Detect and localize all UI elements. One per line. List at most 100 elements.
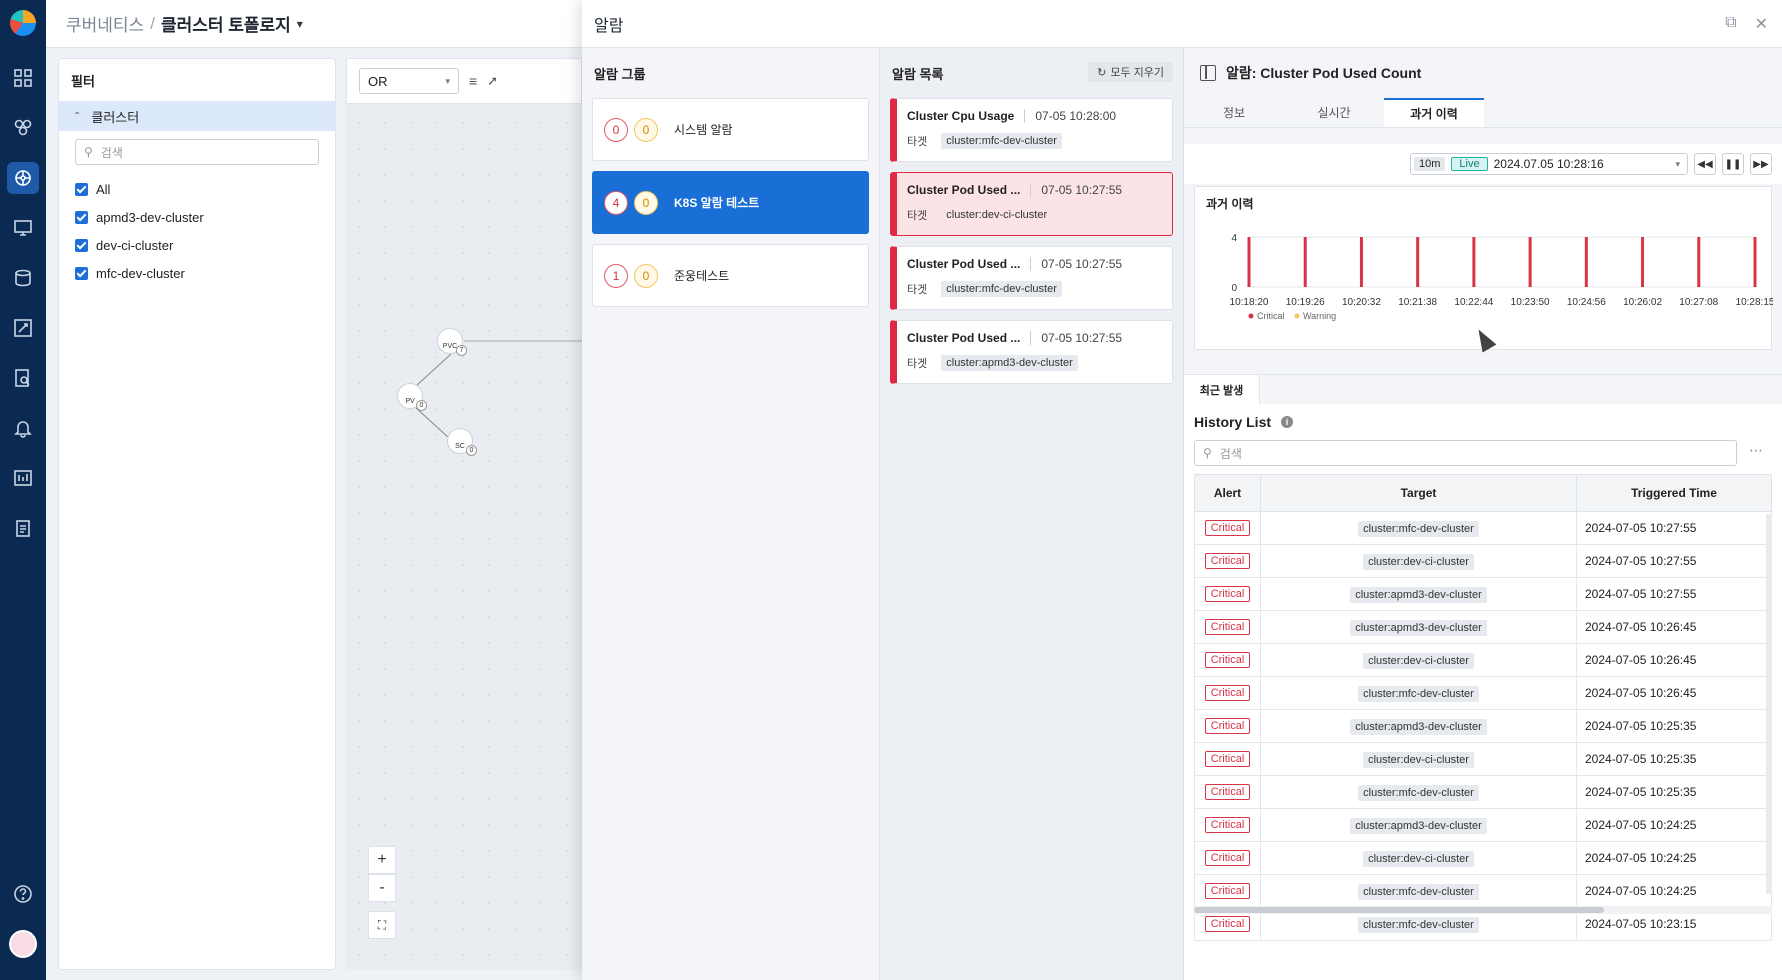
table-row[interactable]: Critical cluster:mfc-dev-cluster 2024-07-0…	[1194, 676, 1772, 710]
database-icon[interactable]	[7, 262, 39, 294]
rewind-button[interactable]: ◀◀	[1694, 153, 1716, 175]
zoom-out-button[interactable]: -	[368, 874, 396, 902]
alarm-card[interactable]: Cluster Pod Used ... 07-05 10:27:55 타겟 clu…	[890, 320, 1173, 384]
node-count: 0	[416, 400, 427, 411]
checkbox[interactable]	[75, 182, 88, 196]
checkbox[interactable]	[75, 210, 88, 224]
alarm-card-selected[interactable]: Cluster Pod Used ... 07-05 10:27:55 타겟 clu…	[890, 172, 1173, 236]
topology-node-sc[interactable]: SC 0	[447, 428, 477, 456]
x-tick-label: 10:24:56	[1567, 297, 1606, 308]
refresh-icon: ↻	[1097, 66, 1107, 79]
history-search-input[interactable]: ⚲ 검색	[1194, 440, 1737, 466]
vertical-scrollbar[interactable]	[1766, 514, 1772, 894]
table-row[interactable]: Critical cluster:mfc-dev-cluster 2024-07-0…	[1194, 874, 1772, 908]
report-search-icon[interactable]	[7, 362, 39, 394]
topology-node-pvc[interactable]: PVC 7	[437, 328, 467, 356]
target-tag: cluster:mfc-dev-cluster	[1358, 521, 1479, 537]
alarm-name: Cluster Pod Used ...	[907, 257, 1021, 271]
range-badge[interactable]: 10m	[1414, 157, 1446, 171]
close-icon[interactable]: ✕	[1754, 16, 1768, 33]
critical-count-badge: 0	[604, 117, 628, 142]
column-header-triggered-time[interactable]: Triggered Time	[1576, 474, 1772, 512]
table-row[interactable]: Critical cluster:apmd3-dev-cluster 2024-07…	[1194, 808, 1772, 842]
chevron-up-icon[interactable]: ⌃	[73, 110, 82, 122]
tab-recent[interactable]: 최근 발생	[1184, 375, 1260, 404]
fit-screen-icon[interactable]: ⛶	[368, 911, 396, 939]
filter-option-apmd3[interactable]: apmd3-dev-cluster	[59, 203, 335, 231]
bell-icon[interactable]	[7, 412, 39, 444]
dashboard-icon[interactable]	[7, 462, 39, 494]
zoom-in-button[interactable]: +	[368, 846, 396, 874]
alarm-group-card[interactable]: 0 0 시스템 알람	[592, 98, 869, 161]
table-row[interactable]: Critical cluster:dev-ci-cluster 2024-07-05…	[1194, 544, 1772, 578]
alarm-detail-header: 알람: Cluster Pod Used Count	[1184, 48, 1782, 98]
monitor-icon[interactable]	[7, 212, 39, 244]
topology-toolbar: OR ▾ ≡ ➚	[346, 58, 582, 104]
grid-icon[interactable]	[7, 62, 39, 94]
help-icon[interactable]	[7, 878, 39, 910]
table-row[interactable]: Critical cluster:mfc-dev-cluster 2024-07-0…	[1194, 511, 1772, 545]
collapse-panel-icon[interactable]	[1200, 65, 1216, 81]
topology-node-pv[interactable]: PV 0	[397, 383, 427, 411]
chevron-down-icon[interactable]: ▾	[296, 16, 303, 31]
checkbox[interactable]	[75, 238, 88, 252]
alarm-group-card-selected[interactable]: 4 0 K8S 알람 테스트	[592, 171, 869, 234]
operator-select[interactable]: OR ▾	[359, 68, 459, 94]
checkbox[interactable]	[75, 266, 88, 280]
table-row[interactable]: Critical cluster:mfc-dev-cluster 2024-07-0…	[1194, 775, 1772, 809]
table-row[interactable]: Critical cluster:dev-ci-cluster 2024-07-05…	[1194, 841, 1772, 875]
clipboard-icon[interactable]	[7, 512, 39, 544]
hex-cluster-icon[interactable]	[7, 112, 39, 144]
divider	[1030, 331, 1032, 345]
filter-icon[interactable]: ≡	[469, 73, 478, 89]
filter-search-input[interactable]: ⚲ 검색	[75, 139, 319, 165]
fast-forward-button[interactable]: ▶▶	[1750, 153, 1772, 175]
table-row[interactable]: Critical cluster:apmd3-dev-cluster 2024-07…	[1194, 610, 1772, 644]
node-label: PVC	[442, 343, 458, 350]
horizontal-scrollbar[interactable]	[1194, 906, 1772, 914]
target-cell: cluster:apmd3-dev-cluster	[1260, 610, 1577, 644]
live-badge[interactable]: Live	[1451, 157, 1488, 171]
filter-group-cluster[interactable]: ⌃ 클러스터	[59, 101, 335, 131]
column-header-alert[interactable]: Alert	[1194, 474, 1261, 512]
target-tag: cluster:mfc-dev-cluster	[1358, 686, 1479, 702]
alarm-group-card[interactable]: 1 0 준웅테스트	[592, 244, 869, 307]
alarm-card[interactable]: Cluster Cpu Usage 07-05 10:28:00 타겟 cluste…	[890, 98, 1173, 162]
avatar[interactable]	[9, 930, 37, 958]
table-row[interactable]: Critical cluster:apmd3-dev-cluster 2024-07…	[1194, 709, 1772, 743]
scrollbar-thumb[interactable]	[1194, 907, 1604, 913]
alarm-card[interactable]: Cluster Pod Used ... 07-05 10:27:55 타겟 clu…	[890, 246, 1173, 310]
triggered-time-cell: 2024-07-05 10:26:45	[1576, 610, 1772, 644]
app-logo-icon[interactable]	[10, 10, 36, 36]
external-link-icon[interactable]: ⧉	[1725, 14, 1737, 31]
table-row[interactable]: Critical cluster:dev-ci-cluster 2024-07-05…	[1194, 742, 1772, 776]
x-tick-label: 10:18:20	[1230, 297, 1269, 308]
time-range-picker[interactable]: 10m Live 2024.07.05 10:28:16 ▾	[1410, 153, 1688, 175]
clear-all-button[interactable]: ↻ 모두 지우기	[1088, 62, 1173, 82]
triggered-time-cell: 2024-07-05 10:25:35	[1576, 742, 1772, 776]
history-table: Alert Target Triggered Time Critical clus…	[1194, 474, 1772, 941]
table-row[interactable]: Critical cluster:apmd3-dev-cluster 2024-07…	[1194, 577, 1772, 611]
tab-info[interactable]: 정보	[1222, 106, 1246, 120]
chart-bar	[1641, 237, 1645, 287]
kubernetes-icon[interactable]	[7, 162, 39, 194]
tools-icon[interactable]	[7, 312, 39, 344]
breadcrumb[interactable]: 쿠버네티스	[66, 16, 145, 35]
table-row[interactable]: Critical cluster:dev-ci-cluster 2024-07-05…	[1194, 643, 1772, 677]
chart-bar	[1472, 237, 1476, 287]
topology-canvas[interactable]: PVC 7 PV 0 SC 0 + - ⛶	[346, 58, 582, 970]
info-icon[interactable]: i	[1281, 416, 1294, 428]
critical-badge: Critical	[1204, 685, 1251, 701]
filter-option-dev-ci[interactable]: dev-ci-cluster	[59, 231, 335, 259]
filter-option-all[interactable]: All	[59, 175, 335, 203]
column-header-target[interactable]: Target	[1260, 474, 1577, 512]
page-title[interactable]: 클러스터 토폴로지	[160, 16, 291, 35]
critical-badge: Critical	[1204, 718, 1251, 734]
triggered-time-cell: 2024-07-05 10:24:25	[1576, 841, 1772, 875]
pause-button[interactable]: ❚❚	[1722, 153, 1744, 175]
tab-realtime[interactable]: 실시간	[1317, 106, 1351, 120]
tab-history[interactable]: 과거 이력	[1384, 98, 1484, 127]
more-options-icon[interactable]: ⋯	[1749, 442, 1764, 458]
pin-icon[interactable]: ➚	[487, 73, 499, 88]
filter-option-mfc[interactable]: mfc-dev-cluster	[59, 259, 335, 287]
